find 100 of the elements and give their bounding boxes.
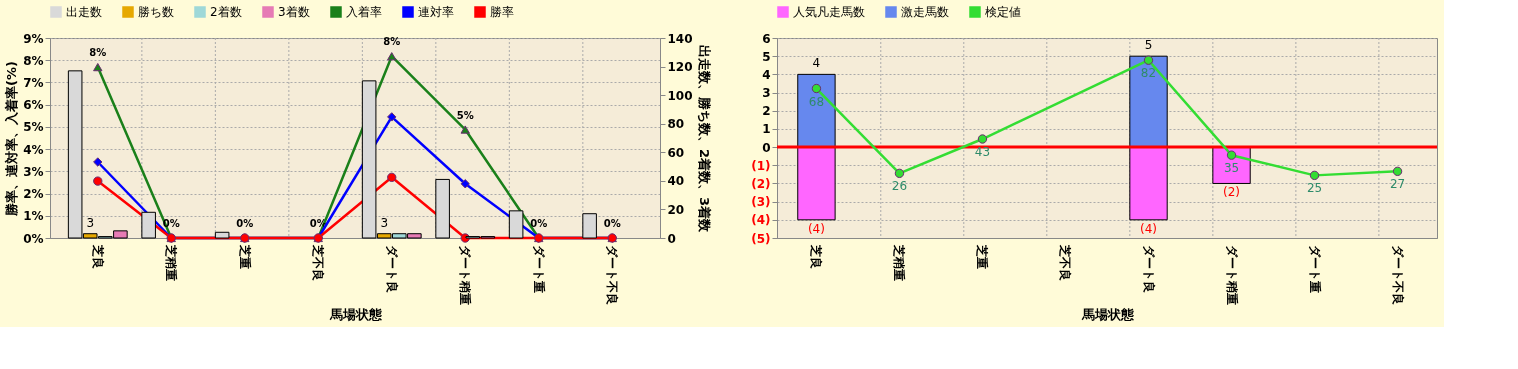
legend-label: 入着率 — [346, 5, 382, 19]
y-axis-title: 勝率、連対率、入着率(%) — [4, 61, 20, 217]
data-label: (4) — [1140, 221, 1158, 236]
bar — [1129, 146, 1168, 221]
y2-tick-label: 20 — [667, 202, 685, 217]
point — [93, 62, 103, 72]
x-tick-label: ダート稍重 — [1224, 244, 1239, 305]
point — [387, 112, 397, 122]
data-label: 5% — [456, 109, 474, 121]
bar — [214, 231, 230, 239]
legend-label: 出走数 — [66, 5, 102, 19]
legend-label: 3着数 — [278, 5, 310, 19]
data-label: 3 — [380, 215, 389, 230]
y-tick-label: 4 — [762, 67, 771, 82]
y-tick-label: 8% — [23, 53, 44, 68]
y2-tick-label: 140 — [667, 31, 693, 46]
y-tick-label: 9% — [23, 31, 44, 46]
bar — [435, 178, 450, 239]
y-tick-label: (5) — [751, 231, 771, 246]
x-tick-label: ダート不良 — [1390, 244, 1405, 305]
y-tick-label: 2 — [762, 104, 771, 119]
data-label: 27 — [1389, 177, 1406, 192]
point — [977, 134, 988, 144]
data-label: 82 — [1140, 66, 1157, 81]
x-tick-label: 芝良 — [90, 243, 105, 269]
legend-label: 検定値 — [985, 5, 1021, 19]
y-tick-label: (2) — [751, 176, 771, 191]
point — [1392, 166, 1403, 177]
bar — [797, 146, 836, 221]
legend-label: 人気凡走馬数 — [793, 5, 865, 19]
x-axis-title: 馬場状態 — [1080, 306, 1135, 322]
y-tick-label: 3 — [762, 86, 771, 101]
y-tick-label: 4% — [23, 142, 44, 157]
x-tick-label: ダート良 — [1141, 244, 1156, 293]
y-tick-label: 1 — [762, 122, 771, 137]
data-label: 4 — [812, 56, 821, 71]
point — [387, 52, 397, 61]
legend-label: 激走馬数 — [901, 5, 949, 19]
legend-label: 勝率 — [490, 5, 514, 19]
x-axis-title: 馬場状態 — [328, 306, 383, 322]
x-tick-label: 芝稍重 — [892, 243, 907, 281]
data-label: 26 — [891, 179, 908, 194]
x-tick-label: ダート不良 — [605, 244, 620, 305]
x-tick-label: 芝重 — [975, 243, 990, 269]
x-tick-label: 芝稍重 — [164, 243, 179, 281]
x-tick-label: ダート重 — [1307, 244, 1322, 293]
data-label: 8% — [89, 47, 107, 59]
bar — [508, 210, 524, 239]
y2-tick-label: 100 — [667, 88, 693, 103]
y-tick-label: 3% — [23, 164, 44, 179]
point — [460, 125, 470, 134]
y-tick-label: 6% — [23, 98, 44, 113]
data-label: (4) — [807, 221, 825, 236]
y2-tick-label: 120 — [667, 60, 693, 75]
y-tick-label: (4) — [751, 213, 771, 228]
y2-tick-label: 40 — [667, 174, 685, 189]
point — [894, 168, 905, 179]
legend-label: 連対率 — [418, 5, 454, 19]
y-tick-label: (1) — [751, 158, 771, 173]
data-label: 3 — [86, 215, 95, 230]
x-tick-label: 芝不良 — [311, 243, 326, 281]
legend-label: 勝ち数 — [138, 5, 174, 19]
y2-tick-label: 0 — [667, 231, 676, 246]
x-tick-label: ダート良 — [384, 244, 399, 293]
data-label: 43 — [974, 145, 991, 160]
point — [387, 172, 397, 183]
point — [1309, 170, 1320, 181]
point — [1143, 55, 1154, 65]
legend-label: 2着数 — [210, 5, 242, 19]
y-tick-label: 6 — [762, 31, 771, 46]
point — [811, 83, 822, 94]
y-tick-label: 0% — [23, 231, 44, 246]
y-tick-label: (3) — [751, 195, 771, 210]
x-tick-label: ダート稍重 — [458, 244, 473, 305]
x-tick-label: ダート重 — [531, 244, 546, 293]
y2-tick-label: 80 — [667, 117, 685, 132]
data-label: 5 — [1144, 38, 1153, 53]
point — [93, 157, 103, 167]
bar — [582, 213, 597, 239]
y-tick-label: 5 — [762, 49, 771, 64]
data-label: 8% — [383, 36, 401, 48]
y2-axis-title: 出走数、勝ち数、2着数、3着数 — [696, 44, 712, 234]
x-tick-label: 芝重 — [237, 243, 252, 269]
y-tick-label: 5% — [23, 120, 44, 135]
y-tick-label: 7% — [23, 75, 44, 90]
data-label: 0% — [236, 218, 254, 229]
bar — [141, 211, 156, 239]
x-tick-label: 芝良 — [809, 243, 824, 269]
data-label: 0% — [603, 218, 621, 229]
bar — [797, 73, 836, 148]
data-label: 35 — [1223, 161, 1240, 176]
data-label: 68 — [808, 94, 825, 109]
point — [460, 179, 470, 189]
data-label: 25 — [1306, 181, 1323, 196]
point — [93, 176, 103, 186]
data-label: 0% — [530, 218, 548, 229]
point — [1226, 150, 1237, 160]
bar — [1129, 55, 1168, 148]
y2-tick-label: 60 — [667, 145, 685, 160]
x-tick-label: 芝不良 — [1058, 243, 1073, 281]
